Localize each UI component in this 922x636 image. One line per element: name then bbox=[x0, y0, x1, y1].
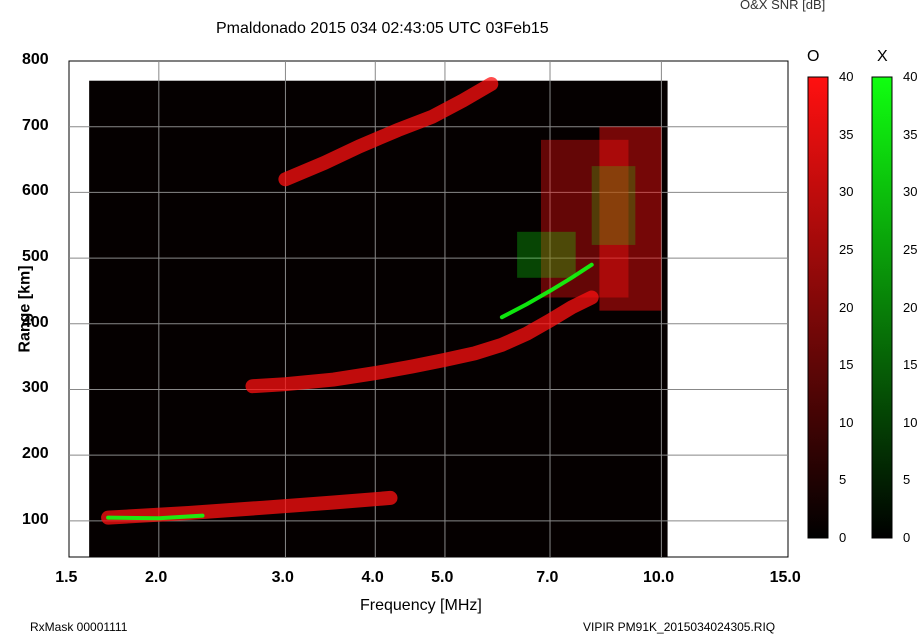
x-tick-label: 15.0 bbox=[769, 569, 801, 586]
echo-trace-o-1 bbox=[245, 290, 599, 394]
colorbar-o-title: O bbox=[807, 48, 820, 65]
colorbar-x-title: X bbox=[877, 48, 888, 65]
echo-trace-o-0 bbox=[101, 490, 398, 525]
y-tick-label: 100 bbox=[22, 510, 49, 528]
colorbar-x-tick-label: 25 bbox=[903, 241, 918, 257]
colorbar-o bbox=[807, 76, 829, 539]
echo-patch-o-1 bbox=[599, 126, 662, 311]
colorbar-x-tick-label: 35 bbox=[903, 126, 918, 142]
colorbar-o-tick-label: 25 bbox=[839, 241, 854, 257]
colorbar-x-tick-label: 40 bbox=[903, 69, 918, 84]
colorbar-o-tick-label: 40 bbox=[839, 69, 854, 84]
x-tick-label: 4.0 bbox=[361, 569, 384, 586]
x-tick-label: 7.0 bbox=[536, 569, 559, 586]
y-tick-label: 200 bbox=[22, 445, 49, 463]
y-tick-label: 400 bbox=[22, 313, 49, 331]
echo-patch-x-1 bbox=[591, 166, 636, 245]
colorbar-x bbox=[871, 76, 893, 539]
echo-patch-x-0 bbox=[517, 231, 576, 278]
colorbar-gradient-x bbox=[871, 76, 893, 539]
colorbar-x-tick-label: 30 bbox=[903, 184, 918, 200]
y-tick-label: 500 bbox=[22, 248, 49, 266]
echo-trace-o-2 bbox=[278, 77, 499, 187]
colorbar-gradient-o bbox=[807, 76, 829, 539]
heatmap-marks bbox=[101, 77, 662, 525]
colorbar-o-tick-label: 30 bbox=[839, 184, 854, 200]
y-axis-label: Range [km] bbox=[16, 265, 34, 353]
heatmap-background bbox=[89, 80, 668, 557]
colorbar-o-tick-label: 10 bbox=[839, 414, 854, 430]
x-tick-label: 3.0 bbox=[271, 569, 294, 586]
colorbar-x-tick-label: 0 bbox=[903, 530, 911, 545]
echo-trace-x-0 bbox=[106, 513, 205, 521]
colorbar-o-tick-label: 20 bbox=[839, 299, 854, 315]
colorbar-o-tick-label: 15 bbox=[839, 357, 854, 373]
colorbar-x-tick-label: 15 bbox=[903, 357, 918, 373]
colorbar-o-tick-label: 0 bbox=[839, 530, 847, 545]
colorbar-x-tick-label: 20 bbox=[903, 299, 918, 315]
y-tick-label: 700 bbox=[22, 116, 49, 134]
x-tick-label: 5.0 bbox=[431, 569, 454, 586]
colorbar-caption: O&X SNR [dB] bbox=[740, 0, 826, 12]
colorbar-x-tick-label: 5 bbox=[903, 472, 911, 488]
colorbar-o-tick-label: 5 bbox=[839, 472, 847, 488]
x-tick-label: 10.0 bbox=[642, 569, 675, 586]
y-tick-label: 800 bbox=[22, 51, 49, 68]
colorbar-o-tick-label: 35 bbox=[839, 126, 854, 142]
chart-title: Pmaldonado 2015 034 02:43:05 UTC 03Feb15 bbox=[216, 20, 549, 37]
x-tick-label: 1.5 bbox=[55, 569, 78, 586]
x-axis-label: Frequency [MHz] bbox=[360, 597, 482, 614]
rx-mask-label: RxMask 00001111 bbox=[30, 620, 128, 634]
y-tick-label: 600 bbox=[22, 182, 49, 200]
colorbar-x-tick-label: 10 bbox=[903, 414, 918, 430]
x-tick-label: 2.0 bbox=[145, 569, 168, 586]
y-tick-label: 300 bbox=[22, 379, 49, 397]
file-name-label: VIPIR PM91K_2015034024305.RIQ bbox=[583, 620, 776, 634]
echo-trace-x-1 bbox=[499, 262, 594, 320]
